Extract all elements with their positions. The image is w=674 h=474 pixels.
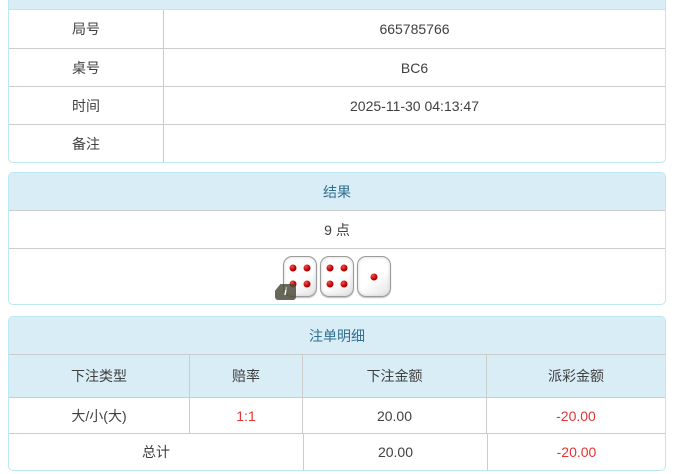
column-header-bet-type: 下注类型 xyxy=(9,355,190,397)
table-row: 备注 xyxy=(9,124,665,162)
total-bet-amount: 20.00 xyxy=(304,434,488,470)
table-id-value: BC6 xyxy=(400,59,429,76)
time-value: 2025-11-30 04:13:47 xyxy=(350,97,479,114)
odds-value: 1:1 xyxy=(190,398,303,433)
game-info-panel: 局号 665785766 桌号 BC6 时间 2025-11-30 04:13:… xyxy=(8,0,666,163)
total-label: 总计 xyxy=(9,434,304,470)
dice-row: i xyxy=(9,249,665,304)
bets-panel-title: 注单明细 xyxy=(9,317,665,355)
die-3-icon xyxy=(357,256,391,297)
bet-type-value: 大/小(大) xyxy=(9,398,190,433)
table-row: 局号 665785766 xyxy=(9,10,665,48)
total-row: 总计 20.00 -20.00 xyxy=(9,433,665,470)
result-points: 9 点 xyxy=(9,211,665,249)
game-id-label: 局号 xyxy=(9,10,164,48)
remark-label: 备注 xyxy=(9,125,164,162)
bet-amount-value: 20.00 xyxy=(303,398,487,433)
result-panel-title: 结果 xyxy=(9,173,665,211)
table-id-label: 桌号 xyxy=(9,49,164,86)
die-2-icon xyxy=(320,256,354,297)
column-header-odds: 赔率 xyxy=(190,355,303,397)
bets-header-row: 下注类型 赔率 下注金额 派彩金额 xyxy=(9,355,665,397)
game-id-value: 665785766 xyxy=(379,21,450,37)
info-icon[interactable]: i xyxy=(275,284,296,300)
game-info-panel-header xyxy=(9,0,665,10)
result-panel: 结果 9 点 i xyxy=(8,172,666,305)
column-header-bet-amount: 下注金额 xyxy=(303,355,487,397)
time-label: 时间 xyxy=(9,87,164,124)
bets-panel: 注单明细 下注类型 赔率 下注金额 派彩金额 大/小(大) 1:1 20.00 … xyxy=(8,316,666,471)
remark-value xyxy=(164,125,665,162)
table-row: 时间 2025-11-30 04:13:47 xyxy=(9,86,665,124)
total-payout: -20.00 xyxy=(556,444,597,460)
table-row: 桌号 BC6 xyxy=(9,48,665,86)
table-row: 大/小(大) 1:1 20.00 -20.00 xyxy=(9,397,665,433)
die-wrapper: i xyxy=(275,256,317,300)
payout-value: -20.00 xyxy=(556,407,596,424)
column-header-payout: 派彩金额 xyxy=(548,368,604,384)
